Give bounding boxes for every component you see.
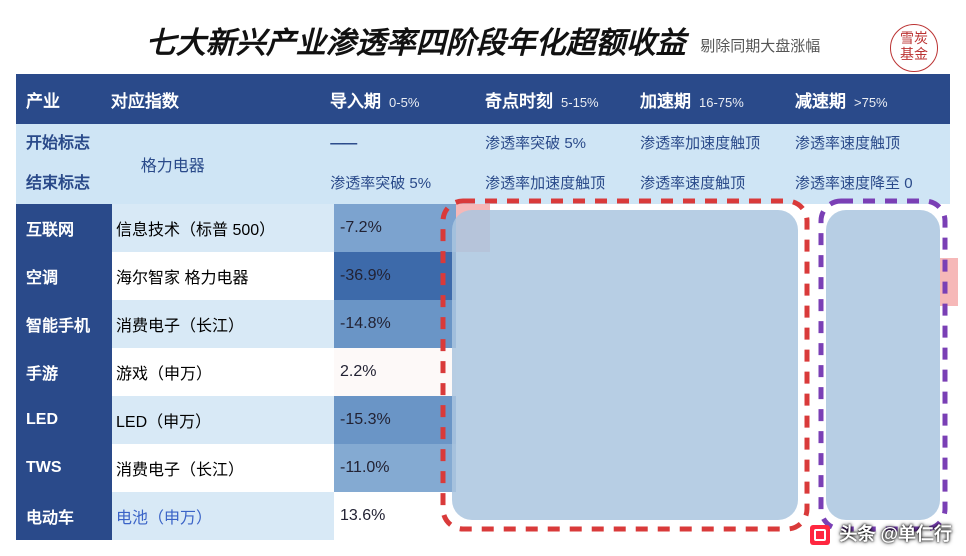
cell-index: 游戏（申万） bbox=[112, 348, 334, 396]
watermark: 头条 @单仁行 bbox=[810, 520, 952, 546]
cell-intro-return: -14.8% bbox=[334, 300, 456, 348]
cell-intro-return: -7.2% bbox=[334, 204, 456, 252]
subhdr-left: 开始标志 结束标志 bbox=[16, 124, 111, 204]
cell-industry: 电动车 bbox=[16, 492, 112, 540]
hdr-phase-4: 减速期 >75% bbox=[795, 87, 950, 112]
cell-industry: 手游 bbox=[16, 348, 112, 396]
table-subheader: 开始标志 结束标志 格力电器 —— 渗透率突破 5% 渗透率突破 5% 渗透率加… bbox=[16, 124, 950, 204]
cell-intro-return: 2.2% bbox=[334, 348, 456, 396]
page-title: 七大新兴产业渗透率四阶段年化超额收益 bbox=[146, 18, 686, 62]
cell-industry: LED bbox=[16, 396, 112, 444]
seal-stamp: 雪炭基金 bbox=[890, 24, 938, 72]
cell-index: 电池（申万） bbox=[112, 492, 334, 540]
cell-industry: 互联网 bbox=[16, 204, 112, 252]
subhdr-phase-2: 渗透率突破 5% 渗透率加速度触顶 bbox=[485, 124, 640, 204]
start-marker-label: 开始标志 bbox=[16, 124, 111, 164]
cell-index: 消费电子（长江） bbox=[112, 300, 334, 348]
hdr-phase-2: 奇点时刻 5-15% bbox=[485, 87, 640, 112]
cell-intro-return: -36.9% bbox=[334, 252, 456, 300]
end-marker-label: 结束标志 bbox=[16, 164, 111, 204]
subhdr-phase-1: —— 渗透率突破 5% bbox=[330, 124, 485, 204]
page: 七大新兴产业渗透率四阶段年化超额收益 剔除同期大盘涨幅 雪炭基金 产业 对应指数… bbox=[0, 0, 966, 556]
cell-intro-return: -11.0% bbox=[334, 444, 456, 492]
hdr-phase-3: 加速期 16-75% bbox=[640, 87, 795, 112]
cell-industry: 智能手机 bbox=[16, 300, 112, 348]
cell-industry: 空调 bbox=[16, 252, 112, 300]
page-subtitle: 剔除同期大盘涨幅 bbox=[700, 35, 820, 56]
hdr-industry: 产业 bbox=[16, 87, 111, 112]
watermark-prefix: 头条 bbox=[839, 524, 875, 544]
cell-industry: TWS bbox=[16, 444, 112, 492]
overlay-fill-right bbox=[826, 210, 940, 520]
hdr-phase-1: 导入期 0-5% bbox=[330, 87, 485, 112]
cell-intro-return: 13.6% bbox=[334, 492, 456, 540]
cell-index: 信息技术（标普 500） bbox=[112, 204, 334, 252]
cell-index: 海尔智家 格力电器 bbox=[112, 252, 334, 300]
subhdr-index-annot: 格力电器 bbox=[111, 124, 330, 204]
cell-index: 消费电子（长江） bbox=[112, 444, 334, 492]
overlay-fill-mid bbox=[452, 210, 798, 520]
table-header: 产业 对应指数 导入期 0-5% 奇点时刻 5-15% 加速期 16-75% 减… bbox=[16, 74, 950, 124]
overlay-pink-strip bbox=[940, 258, 958, 306]
toutiao-icon bbox=[810, 525, 830, 545]
seal-text: 雪炭基金 bbox=[895, 32, 933, 64]
subhdr-phase-4: 渗透率速度触顶 渗透率速度降至 0 bbox=[795, 124, 950, 204]
subhdr-phase-3: 渗透率加速度触顶 渗透率速度触顶 bbox=[640, 124, 795, 204]
hdr-index: 对应指数 bbox=[111, 87, 330, 112]
watermark-user: @单仁行 bbox=[880, 524, 952, 544]
cell-intro-return: -15.3% bbox=[334, 396, 456, 444]
title-area: 七大新兴产业渗透率四阶段年化超额收益 剔除同期大盘涨幅 雪炭基金 bbox=[10, 18, 956, 68]
cell-index: LED（申万） bbox=[112, 396, 334, 444]
